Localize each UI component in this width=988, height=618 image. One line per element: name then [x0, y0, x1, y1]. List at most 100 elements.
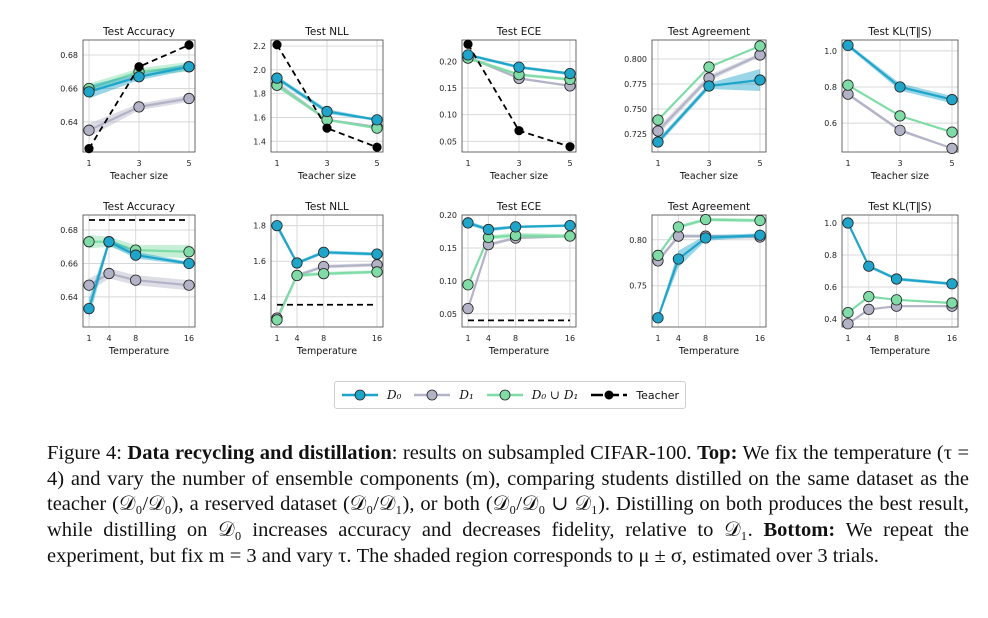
- figure-caption: Figure 4: Data recycling and distillatio…: [47, 441, 969, 570]
- y-tick-label: 0.75: [629, 282, 647, 291]
- x-tick-label: 4: [866, 334, 871, 343]
- std-band-d1: [658, 53, 760, 135]
- y-tick-label: 0.775: [624, 80, 647, 89]
- chart-panel-bottom-3: Test ECE 0.05 0.10 0.15 0.20 1 4 8 16 Temperature: [439, 201, 577, 357]
- y-tick-label: 1.6: [253, 257, 266, 266]
- data-point-d0ud1: [842, 306, 854, 319]
- x-axis-label: Teacher size: [679, 171, 738, 182]
- data-point-d0: [842, 217, 854, 229]
- legend-item-teacher: Teacher: [590, 389, 679, 402]
- std-band-d0: [658, 69, 760, 145]
- x-tick-label: 8: [513, 334, 518, 343]
- series-group: [275, 222, 378, 322]
- chart-panel-bottom-1: Test Accuracy 0.64 0.66 0.68 1 4 8 16 Temperatur…: [60, 201, 196, 357]
- y-tick-label: 0.64: [60, 118, 78, 127]
- data-point-d0: [321, 105, 333, 118]
- data-point-teacher: [184, 40, 194, 50]
- x-tick-label: 1: [655, 159, 660, 168]
- data-point-d0ud1: [703, 61, 715, 73]
- y-tick-label: 0.10: [439, 277, 457, 286]
- series-line-d0: [847, 222, 953, 285]
- x-axis-label: Temperature: [869, 346, 930, 357]
- legend-item-d1: D₁: [413, 388, 474, 402]
- data-point-d0: [130, 249, 142, 261]
- series-line-d0: [276, 225, 378, 265]
- legend-item-d0-union-d1: D₀ ∪ D₁: [486, 388, 578, 402]
- plot-frame: [270, 214, 384, 328]
- data-point-d0: [318, 246, 330, 258]
- y-tick-label: 0.05: [439, 310, 457, 319]
- y-tick-label: 0.15: [439, 84, 457, 93]
- std-band-d0ud1: [658, 217, 760, 258]
- series-line-d1: [847, 305, 952, 325]
- x-tick-label: 3: [136, 159, 141, 168]
- x-tick-label: 3: [706, 159, 711, 168]
- caption-bold-title: Data recycling and distillation: [127, 442, 392, 464]
- caption-bottom-label: Bottom:: [763, 519, 836, 542]
- legend: D₀ D₁ D₀ ∪ D₁ Teacher: [334, 381, 686, 409]
- data-point-d0: [754, 74, 766, 86]
- data-point-teacher: [84, 144, 94, 154]
- chart-panel-bottom-2: Test NLL 1.4 1.6 1.8 1 4 8 16 Temperature: [253, 201, 384, 357]
- x-tick-label: 16: [184, 334, 194, 343]
- x-tick-label: 16: [947, 334, 957, 343]
- data-point-teacher: [463, 39, 473, 49]
- data-point-d1: [83, 124, 95, 136]
- data-point-d1: [842, 318, 854, 330]
- data-point-d1: [183, 279, 195, 291]
- x-tick-label: 5: [374, 159, 379, 168]
- x-tick-label: 4: [486, 334, 491, 343]
- y-tick-label: 1.6: [253, 113, 266, 122]
- data-point-d0: [863, 260, 875, 272]
- x-tick-label: 1: [465, 159, 470, 168]
- data-point-d0: [183, 257, 195, 270]
- data-point-d0: [890, 273, 903, 285]
- data-point-d0: [83, 86, 95, 98]
- series-line-d0ud1: [847, 295, 953, 314]
- y-tick-label: 0.64: [60, 293, 78, 302]
- data-point-d0: [754, 229, 766, 241]
- data-point-d0: [946, 94, 958, 106]
- x-tick-label: 3: [516, 159, 521, 168]
- x-tick-label: 8: [703, 334, 708, 343]
- data-point-d0: [946, 278, 958, 290]
- y-tick-label: 0.750: [624, 105, 647, 114]
- y-tick-label: 0.6: [824, 119, 837, 128]
- data-point-d0: [271, 72, 283, 84]
- x-tick-label: 8: [133, 334, 138, 343]
- data-point-d0ud1: [894, 110, 906, 122]
- data-point-d1: [133, 101, 145, 113]
- data-point-d0ud1: [754, 214, 766, 227]
- x-tick-label: 4: [676, 334, 681, 343]
- y-tick-label: 1.0: [824, 47, 837, 56]
- x-tick-label: 1: [86, 334, 91, 343]
- chart-title: Test Accuracy: [102, 26, 175, 38]
- x-tick-label: 3: [324, 159, 329, 168]
- caption-text-3: We repeat the experiment, but fix m = 3 …: [47, 519, 969, 567]
- data-point-d0: [271, 220, 283, 232]
- data-point-d0ud1: [291, 269, 303, 282]
- std-band-d1: [89, 95, 189, 137]
- data-point-d0ud1: [271, 314, 283, 326]
- data-point-d0: [672, 253, 685, 265]
- data-point-d1: [863, 303, 875, 315]
- plot-frame: [651, 39, 767, 153]
- x-tick-label: 16: [755, 334, 765, 343]
- x-axis-label: Temperature: [678, 346, 739, 357]
- data-point-d0: [652, 312, 664, 324]
- y-tick-label: 1.8: [253, 222, 266, 231]
- data-point-d0ud1: [946, 297, 958, 309]
- data-point-d0: [482, 223, 494, 236]
- y-tick-label: 0.8: [824, 83, 837, 92]
- x-tick-label: 5: [567, 159, 572, 168]
- x-axis-label: Temperature: [108, 346, 169, 357]
- data-point-teacher: [514, 126, 524, 136]
- x-axis-label: Teacher size: [489, 171, 548, 182]
- data-point-d0ud1: [652, 249, 664, 261]
- x-axis-label: Teacher size: [870, 171, 929, 182]
- x-tick-label: 5: [757, 159, 762, 168]
- chart-title: Test Accuracy: [102, 201, 175, 213]
- y-tick-label: 0.68: [60, 226, 78, 235]
- legend-marker-teacher-icon: [591, 390, 628, 400]
- plot-frame: [461, 39, 577, 153]
